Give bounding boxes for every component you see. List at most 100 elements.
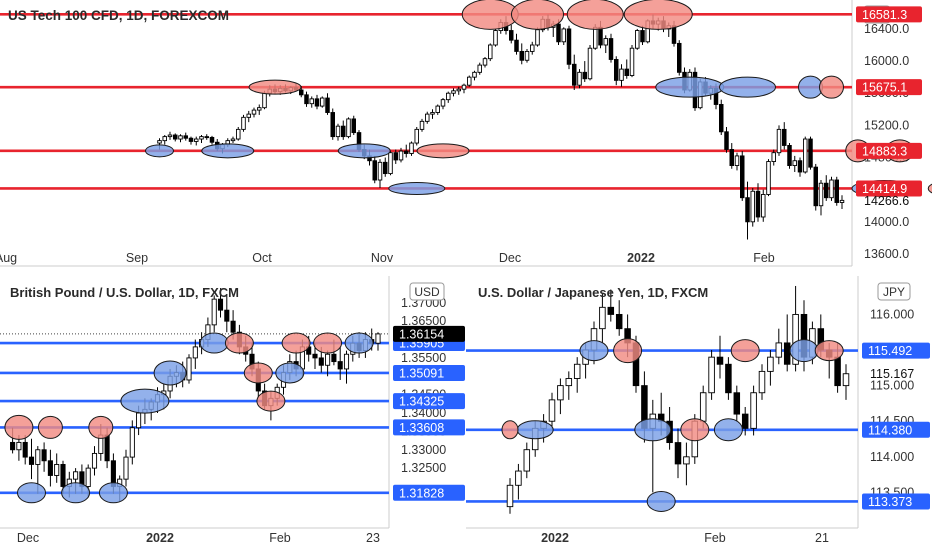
- candle-body: [136, 412, 142, 429]
- touch-highlight-ellipse: [646, 490, 676, 512]
- candle-body: [211, 298, 217, 326]
- last-price-tag-label: 1.36154: [399, 327, 444, 341]
- touch-highlight-ellipse: [243, 362, 273, 384]
- chart-title: U.S. Dollar / Japanese Yen, 1D, FXCM: [478, 285, 708, 300]
- touch-highlight-ellipse: [613, 338, 643, 364]
- candle-body: [506, 484, 514, 508]
- candle-body: [750, 392, 757, 429]
- touch-highlight-ellipse: [680, 418, 710, 442]
- touch-highlight-ellipse: [256, 390, 286, 412]
- candle-body: [372, 160, 378, 181]
- touch-highlight-ellipse: [501, 420, 519, 440]
- touch-highlight-ellipse: [344, 332, 374, 354]
- level-price-tag: [393, 393, 465, 410]
- candle-body: [162, 136, 167, 142]
- candle-body: [16, 441, 22, 451]
- touch-highlight-ellipse: [655, 76, 725, 98]
- level-price-tag-label: 14883.3: [862, 144, 907, 158]
- candle-body: [755, 190, 761, 218]
- candle-body: [725, 363, 732, 394]
- touch-highlight-ellipse: [719, 76, 776, 98]
- x-tick-label: 21: [815, 531, 829, 545]
- candle-body: [493, 30, 498, 46]
- candle-body: [598, 26, 603, 46]
- candle-body: [524, 50, 530, 61]
- candle-body: [409, 142, 414, 154]
- candle-body: [782, 128, 787, 146]
- touch-highlight-ellipse: [461, 0, 519, 30]
- usdjpy-chart-panel[interactable]: 113.500114.000114.500115.000115.500116.0…: [466, 276, 930, 545]
- candle-body: [509, 30, 514, 41]
- candle-body: [482, 58, 488, 66]
- candle-body: [157, 140, 162, 144]
- candle-body: [320, 97, 325, 107]
- candle-body: [519, 50, 525, 61]
- candle-body: [318, 357, 324, 366]
- candle-body: [330, 112, 336, 138]
- candle-body: [188, 137, 194, 142]
- candle-body: [699, 392, 707, 422]
- level-price-tag-label: 113.373: [868, 495, 912, 509]
- touch-highlight-ellipse: [730, 339, 760, 363]
- candle-body: [10, 441, 16, 451]
- candle-body: [414, 128, 420, 144]
- gbpusd-chart-panel[interactable]: 1.325001.330001.335001.340001.345001.350…: [0, 276, 465, 545]
- currency-badge[interactable]: [409, 282, 445, 301]
- touch-highlight-ellipse: [201, 143, 255, 159]
- candle-body: [771, 152, 777, 162]
- touch-highlight-ellipse: [566, 0, 624, 30]
- candle-body: [178, 135, 183, 140]
- y-tick-label: 116.000: [870, 307, 914, 321]
- candle-body: [375, 333, 381, 344]
- x-tick-label: Feb: [753, 251, 775, 265]
- candle-body: [565, 378, 573, 387]
- candle-body: [761, 194, 766, 218]
- candle-body: [724, 131, 729, 150]
- candle-body: [299, 89, 304, 96]
- nasdaq-chart-panel[interactable]: 13600.014000.014400.014800.015200.015600…: [0, 0, 932, 267]
- candle-body: [393, 152, 399, 161]
- candle-body: [204, 136, 209, 139]
- level-price-tag: [856, 180, 922, 197]
- touch-highlight-ellipse: [313, 332, 343, 354]
- x-tick-label: Feb: [704, 531, 726, 545]
- currency-label: USD: [414, 285, 440, 299]
- y-tick-label: 16400.0: [864, 22, 909, 36]
- chart-title: US Tech 100 CFD, 1D, FOREXCOM: [8, 8, 229, 23]
- candle-body: [246, 113, 251, 118]
- touch-highlight-ellipse: [88, 415, 114, 439]
- candle-body: [312, 353, 318, 359]
- candle-body: [241, 116, 246, 130]
- currency-label: JPY: [883, 285, 905, 299]
- candle-body: [314, 98, 320, 107]
- level-price-tag: [862, 493, 930, 510]
- touch-highlight-ellipse: [37, 415, 63, 439]
- level-price-tag-label: 1.33608: [399, 421, 444, 435]
- candle-body: [346, 118, 351, 138]
- y-tick-label: 14000.0: [864, 215, 909, 229]
- touch-highlight-ellipse: [516, 420, 554, 440]
- candle-body: [677, 42, 682, 73]
- candle-body: [599, 306, 606, 330]
- level-price-tag: [856, 79, 922, 96]
- candle-body: [792, 313, 799, 365]
- touch-highlight-ellipse: [120, 388, 170, 414]
- last-price-text: 14266.6: [864, 194, 909, 208]
- candle-body: [419, 120, 425, 130]
- candle-body: [341, 125, 346, 138]
- candle-body: [186, 357, 192, 381]
- candle-body: [351, 118, 357, 134]
- candle-body: [91, 452, 98, 469]
- currency-badge[interactable]: [877, 282, 911, 301]
- y-tick-label: 1.35500: [401, 351, 446, 365]
- candle-body: [557, 385, 564, 401]
- candle-body: [183, 135, 188, 139]
- x-tick-label: Dec: [17, 531, 39, 545]
- candle-body: [582, 71, 588, 80]
- candle-body: [262, 92, 267, 109]
- touch-highlight-ellipse: [511, 0, 564, 30]
- touch-highlight-ellipse: [634, 418, 672, 442]
- candle-body: [615, 313, 623, 330]
- last-price-text: 115.167: [870, 367, 914, 381]
